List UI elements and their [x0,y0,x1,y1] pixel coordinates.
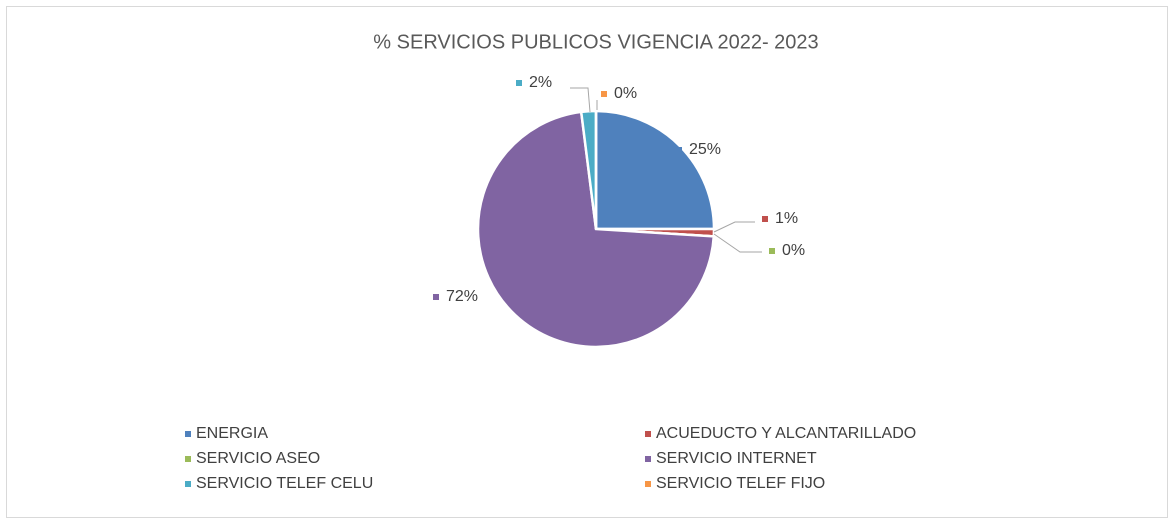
pie-slice [476,110,716,349]
leader-line [570,87,591,113]
label-marker [769,248,775,254]
data-label: 1% [775,210,798,227]
legend-label: SERVICIO TELEF CELU [196,475,373,492]
label-marker [433,294,439,300]
legend-label: SERVICIO ASEO [196,450,320,467]
pie-slice [594,109,716,231]
data-label: 25% [689,141,721,158]
label-marker [762,216,768,222]
data-label: 72% [446,288,478,305]
leader-line [713,233,762,253]
legend-label: ENERGIA [196,425,268,442]
label-marker [601,91,607,97]
legend-marker [185,431,191,437]
legend-marker [185,481,191,487]
label-marker [676,147,682,153]
data-label: 2% [529,74,552,91]
legend-marker [645,481,651,487]
chart-title: % SERVICIOS PUBLICOS VIGENCIA 2022- 2023 [373,31,818,53]
legend-marker [645,431,651,437]
legend-label: ACUEDUCTO Y ALCANTARILLADO [656,425,916,442]
legend-label: SERVICIO INTERNET [656,450,817,467]
label-marker [516,80,522,86]
legend-marker [185,456,191,462]
legend-label: SERVICIO TELEF FIJO [656,475,825,492]
legend-marker [645,456,651,462]
leader-line [713,221,755,233]
data-label: 0% [614,85,637,102]
data-label: 0% [782,242,805,259]
